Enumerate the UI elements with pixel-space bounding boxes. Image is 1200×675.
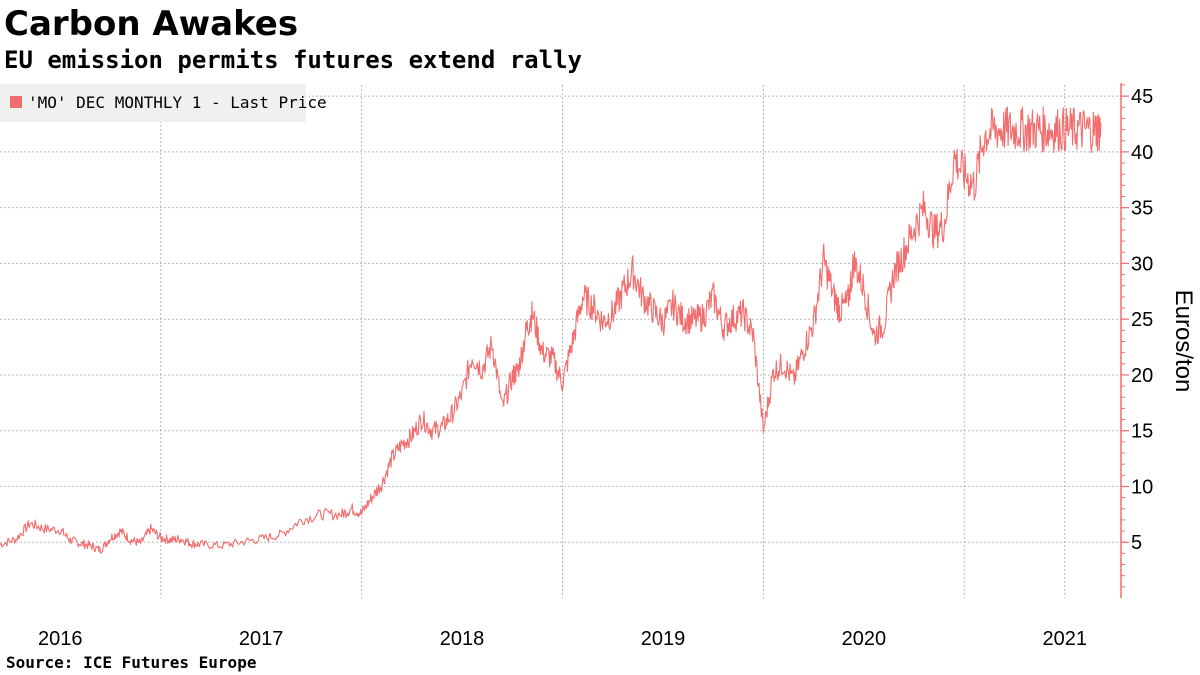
x-tick-label-2018: 2018 <box>440 628 485 650</box>
y-tick-label-25: 25 <box>1131 309 1153 331</box>
y-axis: 5 10 15 20 25 30 35 40 45 Euros/ton <box>1120 83 1197 598</box>
y-tick-label-15: 15 <box>1131 421 1153 443</box>
legend-label: 'MO' DEC MONTHLY 1 - Last Price <box>28 93 327 112</box>
y-axis-title: Euros/ton <box>1170 290 1197 393</box>
series-layer <box>0 106 1102 554</box>
x-tick-label-2017: 2017 <box>239 628 284 650</box>
legend: 'MO' DEC MONTHLY 1 - Last Price <box>0 84 327 122</box>
x-axis-labels: 2016 2017 2018 2019 2020 2021 <box>38 628 1087 650</box>
y-tick-label-5: 5 <box>1131 532 1142 554</box>
y-tick-label-20: 20 <box>1131 365 1153 387</box>
y-tick-label-10: 10 <box>1131 476 1153 498</box>
chart-title: Carbon Awakes <box>4 4 299 44</box>
x-tick-label-2021: 2021 <box>1042 628 1087 650</box>
grid-layer <box>0 85 1121 598</box>
series-line-0 <box>0 106 1102 554</box>
y-tick-label-35: 35 <box>1131 198 1153 220</box>
y-tick-label-40: 40 <box>1131 142 1153 164</box>
x-tick-label-2020: 2020 <box>842 628 887 650</box>
chart-subtitle: EU emission permits futures extend rally <box>4 46 582 74</box>
legend-swatch <box>10 96 22 108</box>
y-tick-label-45: 45 <box>1131 86 1153 108</box>
legend-background <box>0 84 306 122</box>
y-tick-label-30: 30 <box>1131 253 1153 275</box>
x-tick-label-2016: 2016 <box>38 628 83 650</box>
x-tick-label-2019: 2019 <box>641 628 686 650</box>
source-note: Source: ICE Futures Europe <box>6 653 257 672</box>
